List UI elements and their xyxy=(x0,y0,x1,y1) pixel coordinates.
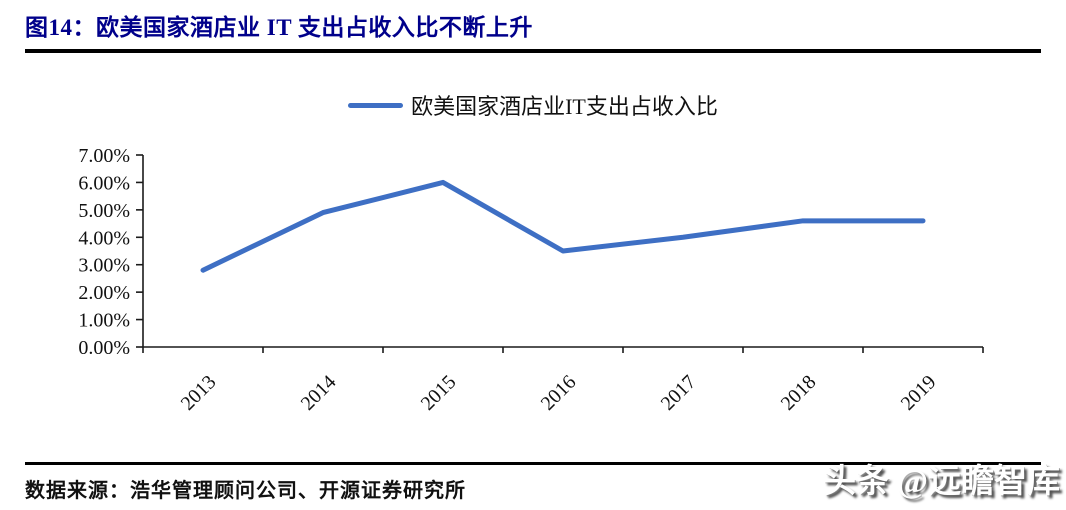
y-tick-label: 2.00% xyxy=(78,282,130,304)
y-tick-label: 4.00% xyxy=(78,227,130,249)
footer-divider xyxy=(25,462,1041,465)
y-tick-label: 0.00% xyxy=(78,337,130,359)
x-tick-label: 2017 xyxy=(657,371,701,415)
x-tick-label: 2019 xyxy=(897,371,941,415)
data-source: 数据来源：浩华管理顾问公司、开源证券研究所 xyxy=(25,480,466,502)
watermark: 头条 @远瞻智库 xyxy=(823,464,1060,500)
y-tick-label: 5.00% xyxy=(78,200,130,222)
x-tick-label: 2013 xyxy=(177,371,221,415)
legend-line-swatch xyxy=(348,102,404,108)
x-tick-label: 2014 xyxy=(297,371,341,415)
series-line xyxy=(200,179,926,273)
y-tick-label: 3.00% xyxy=(78,255,130,277)
y-tick-label: 1.00% xyxy=(78,310,130,332)
line-chart: 0.00% 1.00% 2.00% 3.00% 4.00% 5.00% 6.00% 7.00%… xyxy=(0,135,1066,435)
y-tick-label: 6.00% xyxy=(78,172,130,194)
legend-label: 欧美国家酒店业IT支出占收入比 xyxy=(411,94,718,119)
x-tick-label: 2018 xyxy=(777,371,821,415)
page-title: 图14：欧美国家酒店业 IT 支出占收入比不断上升 xyxy=(25,15,533,40)
title-divider xyxy=(25,49,1041,53)
chart-legend: 欧美国家酒店业IT支出占收入比 xyxy=(0,90,1066,120)
y-tick-label: 7.00% xyxy=(78,145,130,167)
x-tick-label: 2016 xyxy=(537,371,581,415)
x-tick-label: 2015 xyxy=(417,371,461,415)
chart-canvas: 0.00% 1.00% 2.00% 3.00% 4.00% 5.00% 6.00% 7.00%… xyxy=(78,145,984,415)
